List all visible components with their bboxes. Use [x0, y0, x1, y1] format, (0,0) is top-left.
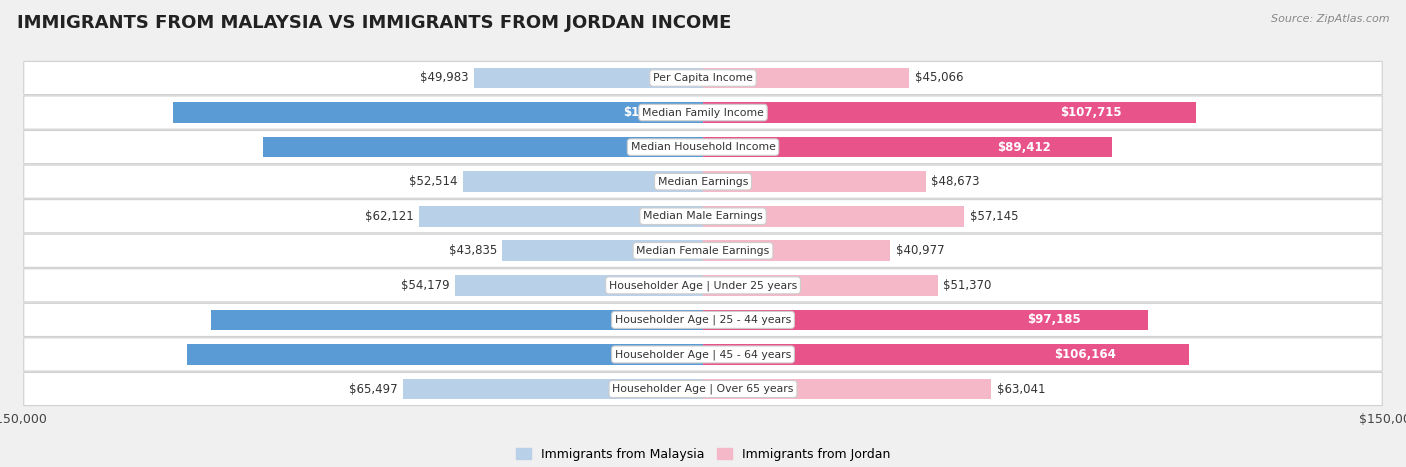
Text: Householder Age | Under 25 years: Householder Age | Under 25 years: [609, 280, 797, 290]
Bar: [703, 275, 938, 296]
Legend: Immigrants from Malaysia, Immigrants from Jordan: Immigrants from Malaysia, Immigrants fro…: [510, 443, 896, 466]
Bar: [187, 344, 703, 365]
Bar: [703, 344, 1188, 365]
Bar: [502, 241, 703, 261]
Bar: [173, 102, 703, 123]
Bar: [703, 68, 910, 88]
Bar: [463, 171, 703, 192]
Text: $62,121: $62,121: [364, 210, 413, 223]
Text: Source: ZipAtlas.com: Source: ZipAtlas.com: [1271, 14, 1389, 24]
Text: $52,514: $52,514: [409, 175, 457, 188]
Text: Householder Age | Over 65 years: Householder Age | Over 65 years: [612, 384, 794, 394]
FancyBboxPatch shape: [24, 234, 1382, 268]
Text: Median Household Income: Median Household Income: [630, 142, 776, 152]
FancyBboxPatch shape: [24, 303, 1382, 337]
Text: Median Female Earnings: Median Female Earnings: [637, 246, 769, 256]
Bar: [703, 241, 890, 261]
Text: $115,880: $115,880: [623, 106, 685, 119]
Bar: [703, 171, 925, 192]
Bar: [404, 379, 703, 399]
Text: $63,041: $63,041: [997, 382, 1045, 396]
FancyBboxPatch shape: [24, 61, 1382, 95]
Bar: [703, 206, 965, 226]
Bar: [703, 379, 991, 399]
Bar: [263, 137, 703, 157]
Text: $96,292: $96,292: [637, 141, 690, 154]
Text: Median Earnings: Median Earnings: [658, 177, 748, 187]
FancyBboxPatch shape: [24, 199, 1382, 233]
Text: $107,715: $107,715: [1060, 106, 1122, 119]
FancyBboxPatch shape: [24, 130, 1382, 164]
Text: $48,673: $48,673: [931, 175, 980, 188]
FancyBboxPatch shape: [24, 96, 1382, 129]
Text: $65,497: $65,497: [349, 382, 398, 396]
Text: $51,370: $51,370: [943, 279, 991, 292]
Bar: [703, 137, 1112, 157]
Text: $107,650: $107,650: [628, 313, 690, 326]
Text: $112,796: $112,796: [626, 348, 688, 361]
Text: IMMIGRANTS FROM MALAYSIA VS IMMIGRANTS FROM JORDAN INCOME: IMMIGRANTS FROM MALAYSIA VS IMMIGRANTS F…: [17, 14, 731, 32]
Text: $40,977: $40,977: [896, 244, 945, 257]
FancyBboxPatch shape: [24, 269, 1382, 302]
Text: Median Male Earnings: Median Male Earnings: [643, 211, 763, 221]
Text: $49,983: $49,983: [420, 71, 468, 85]
Text: Median Family Income: Median Family Income: [643, 107, 763, 118]
Text: $45,066: $45,066: [915, 71, 963, 85]
FancyBboxPatch shape: [24, 165, 1382, 198]
FancyBboxPatch shape: [24, 372, 1382, 406]
Bar: [456, 275, 703, 296]
Text: $106,164: $106,164: [1054, 348, 1116, 361]
Text: Householder Age | 45 - 64 years: Householder Age | 45 - 64 years: [614, 349, 792, 360]
Text: Householder Age | 25 - 44 years: Householder Age | 25 - 44 years: [614, 315, 792, 325]
Bar: [703, 310, 1147, 330]
Bar: [703, 102, 1195, 123]
Text: $54,179: $54,179: [401, 279, 450, 292]
Bar: [419, 206, 703, 226]
Text: Per Capita Income: Per Capita Income: [652, 73, 754, 83]
Text: $97,185: $97,185: [1028, 313, 1081, 326]
Bar: [474, 68, 703, 88]
Text: $89,412: $89,412: [997, 141, 1050, 154]
FancyBboxPatch shape: [24, 338, 1382, 371]
Text: $43,835: $43,835: [449, 244, 496, 257]
Text: $57,145: $57,145: [970, 210, 1018, 223]
Bar: [211, 310, 703, 330]
